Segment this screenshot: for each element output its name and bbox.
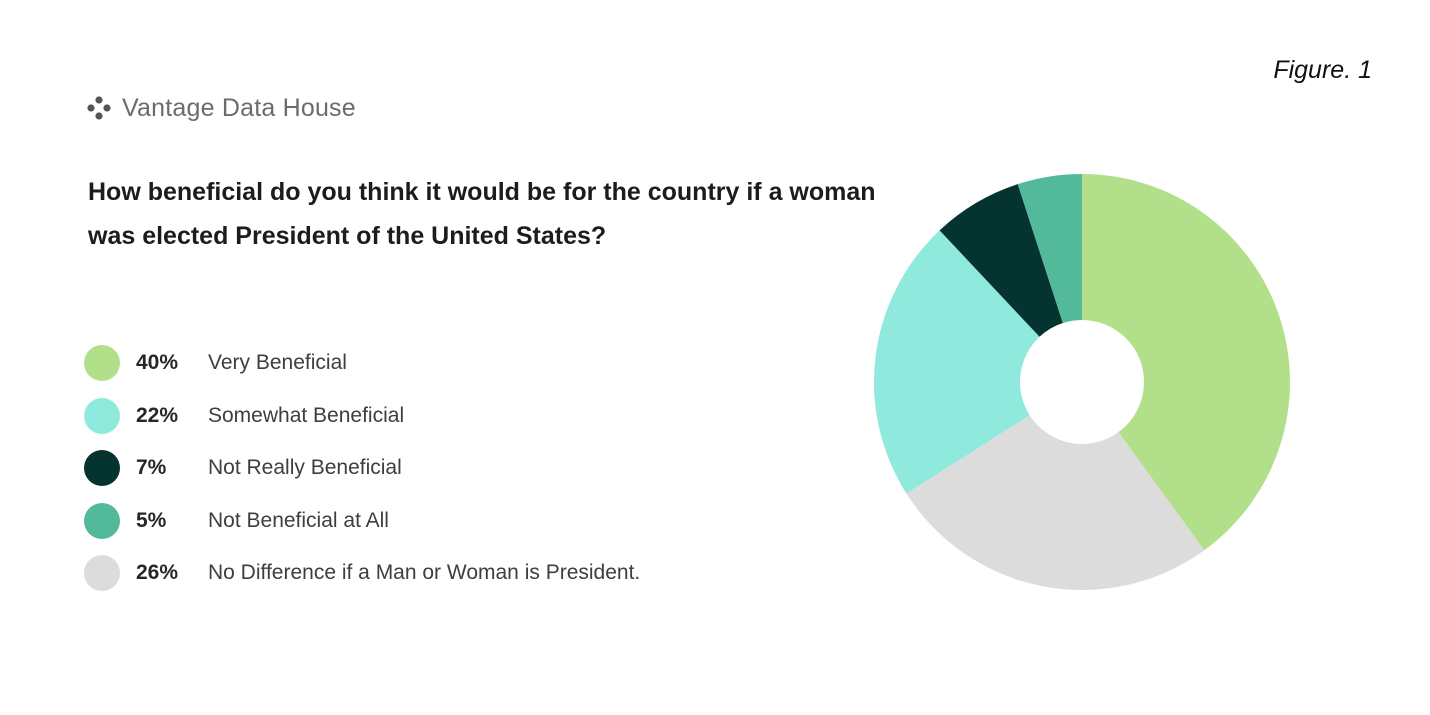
brand-name: Vantage Data House xyxy=(122,93,356,122)
legend-label: Not Beneficial at All xyxy=(208,508,389,532)
legend-item: 5% Not Beneficial at All xyxy=(84,502,640,539)
legend-swatch xyxy=(84,450,120,486)
pie-slice xyxy=(939,184,1063,337)
legend-percent: 5% xyxy=(136,508,167,532)
donut-chart xyxy=(874,174,1290,590)
legend-percent: 40% xyxy=(136,351,179,374)
legend-swatch xyxy=(84,397,120,434)
legend-percent: 7% xyxy=(136,456,167,479)
legend-label: Not Really Beneficial xyxy=(208,456,402,479)
legend-percent: 22% xyxy=(136,403,179,427)
chart-legend: 40% Very Beneficial 22% Somewhat Benefic… xyxy=(84,345,640,608)
legend-item: 7% Not Really Beneficial xyxy=(84,450,640,486)
legend-percent: 26% xyxy=(136,561,179,584)
legend-label: No Difference if a Man or Woman is Presi… xyxy=(208,561,641,584)
legend-swatch xyxy=(84,502,120,539)
figure-label: Figure. 1 xyxy=(1273,56,1372,84)
legend-item: 40% Very Beneficial xyxy=(84,345,640,381)
legend-label: Very Beneficial xyxy=(208,351,347,374)
legend-item: 26% No Difference if a Man or Woman is P… xyxy=(84,555,640,591)
pie-slice xyxy=(906,415,1205,590)
legend-item: 22% Somewhat Beneficial xyxy=(84,397,640,434)
legend-swatch xyxy=(84,555,120,591)
legend-label: Somewhat Beneficial xyxy=(208,403,405,427)
chart-title: How beneficial do you think it would be … xyxy=(88,178,876,250)
pie-slice xyxy=(1017,174,1082,324)
brand: Vantage Data House xyxy=(86,92,356,124)
four-dot-logo-icon xyxy=(87,96,111,120)
pie-slice xyxy=(874,230,1040,494)
legend-swatch xyxy=(84,345,120,381)
pie-slice xyxy=(1082,174,1290,551)
